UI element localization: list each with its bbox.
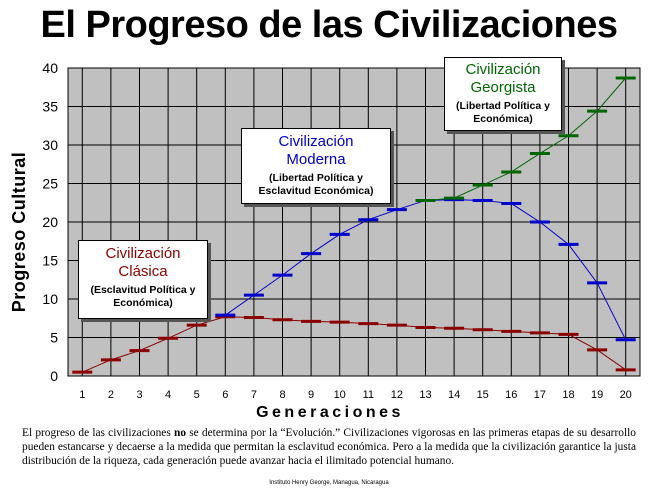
series-group bbox=[72, 76, 636, 374]
x-tick-label-2: 3 bbox=[136, 389, 142, 401]
description-part-1: El progreso de las civilizaciones bbox=[22, 427, 174, 439]
x-tick-label-1: 2 bbox=[108, 389, 114, 401]
credit-text: Instituto Henry George, Managua, Nicarag… bbox=[269, 480, 389, 486]
x-tick-label-10: 11 bbox=[363, 389, 374, 401]
chart-title: El Progreso de las Civilizaciones bbox=[40, 4, 618, 46]
x-tick-label-19: 20 bbox=[620, 389, 632, 401]
y-axis-label: Progreso Cultural bbox=[9, 152, 29, 313]
annotation-moderna-subtitle: (Libertad Política y Esclavitud Económic… bbox=[258, 172, 374, 197]
y-tick-label-1: 5 bbox=[50, 330, 58, 346]
y-tick-label-7: 35 bbox=[42, 99, 58, 115]
y-tick-label-2: 10 bbox=[42, 291, 58, 307]
x-tick-label-11: 12 bbox=[391, 389, 403, 401]
x-axis-label: Generaciones bbox=[256, 404, 404, 421]
x-tick-label-6: 7 bbox=[251, 389, 257, 401]
x-tick-label-17: 18 bbox=[562, 389, 574, 401]
x-tick-label-13: 14 bbox=[448, 389, 460, 401]
x-tick-label-5: 6 bbox=[222, 389, 228, 401]
annotation-clasica-name: Civilización Clásica bbox=[105, 245, 181, 280]
plot-frame bbox=[67, 67, 641, 377]
y-tick-label-4: 20 bbox=[42, 214, 58, 230]
annotation-georgista-subtitle: (Libertad Política y Económica) bbox=[456, 100, 550, 125]
grid-lines bbox=[68, 68, 640, 376]
x-tick-label-8: 9 bbox=[308, 389, 314, 401]
x-tick-label-16: 17 bbox=[534, 389, 546, 401]
y-tick-label-8: 40 bbox=[42, 60, 58, 76]
description-text: El progreso de las civilizaciones no se … bbox=[22, 426, 636, 468]
x-tick-label-12: 13 bbox=[419, 389, 431, 401]
x-tick-label-14: 15 bbox=[477, 389, 489, 401]
x-tick-label-3: 4 bbox=[165, 389, 171, 401]
series-line-2 bbox=[425, 77, 627, 201]
y-tick-label-0: 0 bbox=[50, 368, 58, 384]
x-tick-label-0: 1 bbox=[79, 389, 85, 401]
annotation-clasica-subtitle: (Esclavitud Política y Económica) bbox=[90, 284, 196, 309]
annotation-georgista: Civilización Georgista (Libertad Polític… bbox=[444, 57, 562, 131]
y-tick-label-3: 15 bbox=[42, 253, 58, 269]
x-tick-label-9: 10 bbox=[334, 389, 346, 401]
annotation-georgista-name: Civilización Georgista bbox=[465, 61, 541, 96]
x-tick-label-15: 16 bbox=[505, 389, 517, 401]
x-axis: 1 2 3 4 5 6 7 8 9 10 11 12 13 14 15 16 17 18 19 20 bbox=[79, 389, 632, 401]
y-tick-label-6: 30 bbox=[42, 137, 58, 153]
annotation-moderna: Civilización Moderna (Libertad Política … bbox=[241, 128, 391, 204]
description-bold: no bbox=[174, 427, 187, 439]
y-tick-label-5: 25 bbox=[42, 176, 58, 192]
description-part-2: se determina por la “Evolución.” Civiliz… bbox=[22, 427, 636, 467]
x-tick-label-7: 8 bbox=[279, 389, 285, 401]
x-tick-label-18: 19 bbox=[591, 389, 603, 401]
annotation-moderna-name: Civilización Moderna bbox=[278, 133, 354, 168]
annotation-clasica: Civilización Clásica (Esclavitud Polític… bbox=[78, 240, 208, 319]
y-axis: 0 5 10 15 20 25 30 35 40 bbox=[42, 60, 58, 384]
x-tick-label-4: 5 bbox=[194, 389, 200, 401]
